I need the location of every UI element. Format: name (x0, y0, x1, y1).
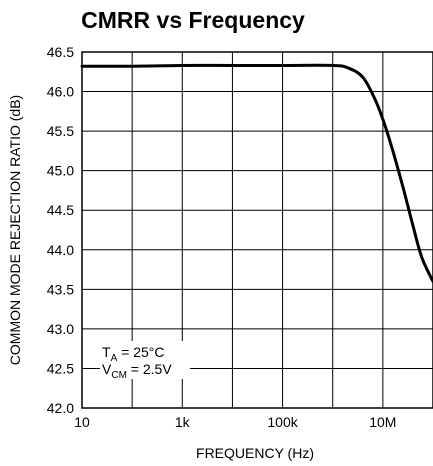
y-tick-label: 43.5 (47, 281, 74, 297)
y-tick-label: 45.5 (47, 123, 74, 139)
x-tick-label: 1k (175, 414, 191, 430)
annotation-box: TA = 25°C VCM = 2.5V (100, 341, 190, 381)
series-layer (80, 63, 433, 283)
y-axis-label: COMMON MODE REJECTION RATIO (dB) (7, 95, 23, 365)
annotation-temperature: TA = 25°C (102, 344, 164, 364)
y-tick-label: 42.0 (47, 400, 74, 416)
y-tick-label: 44.0 (47, 242, 74, 258)
chart-title: CMRR vs Frequency (81, 7, 305, 33)
series-line (80, 63, 433, 283)
annotation-background (100, 341, 190, 379)
x-tick-label: 100k (267, 414, 298, 430)
plot-frame (81, 51, 433, 409)
y-tick-label: 46.5 (47, 44, 74, 60)
y-tick-label: 43.0 (47, 321, 74, 337)
x-tick-labels: 10 1k 100k 10M (74, 414, 396, 430)
x-tick-label: 10M (369, 414, 396, 430)
x-tick-label: 10 (74, 414, 90, 430)
x-axis-label: FREQUENCY (Hz) (196, 445, 314, 461)
annotation-vcm: VCM = 2.5V (102, 361, 172, 381)
y-tick-labels: 42.0 42.5 43.0 43.5 44.0 44.5 45.0 45.5 46.0 46.5 (47, 44, 74, 416)
y-tick-label: 45.0 (47, 163, 74, 179)
y-tick-label: 46.0 (47, 84, 74, 100)
y-tick-label: 42.5 (47, 360, 74, 376)
y-tick-label: 44.5 (47, 202, 74, 218)
